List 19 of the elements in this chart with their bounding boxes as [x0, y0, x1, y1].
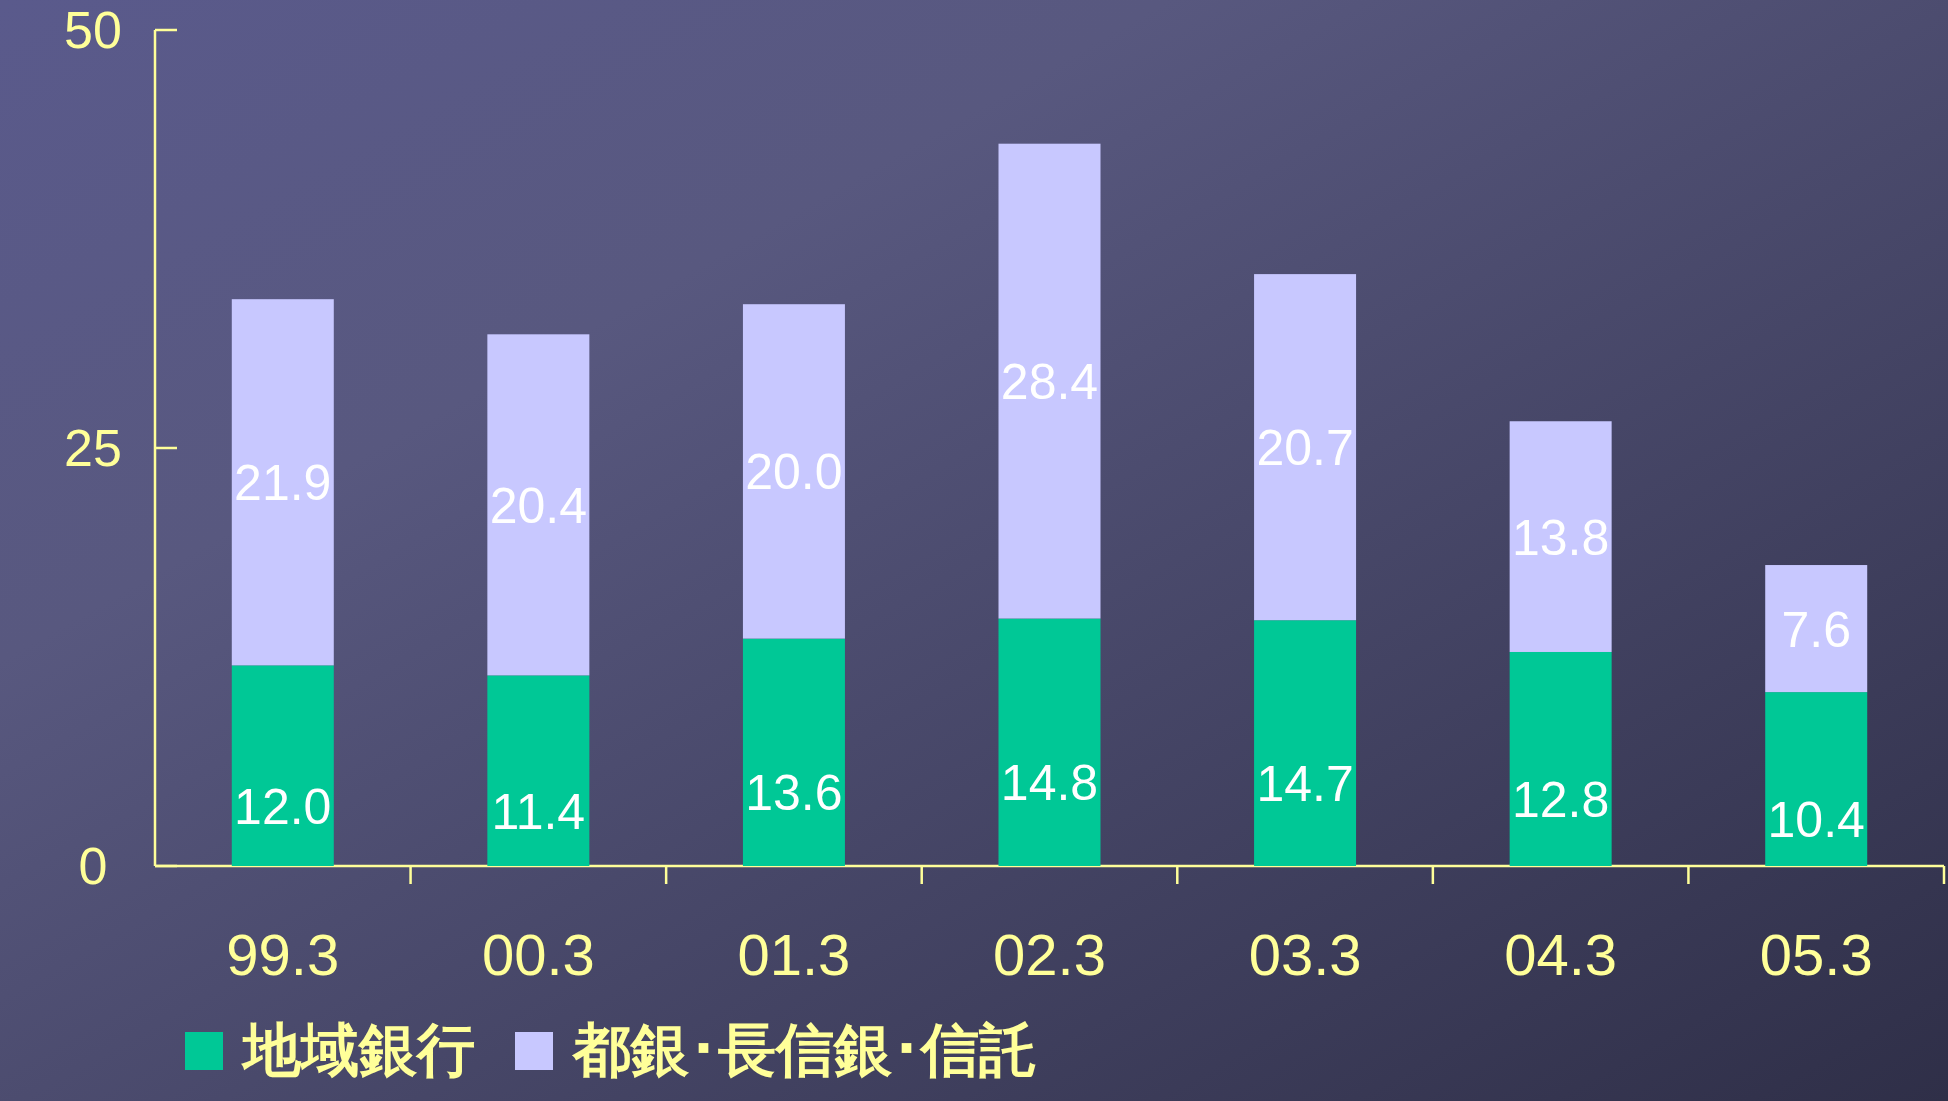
data-label: 14.7 [1256, 756, 1354, 813]
x-tick-label: 05.3 [1759, 922, 1873, 987]
data-label: 14.8 [1000, 755, 1099, 812]
data-label: 13.6 [745, 765, 843, 822]
legend-label: 地域銀行 [241, 1017, 475, 1082]
x-tick-label: 01.3 [737, 922, 851, 987]
x-tick-label: 03.3 [1248, 922, 1362, 987]
x-tick-label: 00.3 [481, 922, 595, 987]
x-tick-label: 99.3 [226, 922, 340, 987]
y-tick-label: 0 [78, 837, 108, 895]
y-tick-label: 50 [64, 1, 122, 59]
data-label: 12.8 [1511, 771, 1610, 828]
data-label: 10.4 [1767, 792, 1865, 849]
data-label: 12.0 [234, 778, 332, 835]
y-tick-label: 25 [64, 419, 122, 477]
legend-label: 都銀･長信銀･信託 [571, 1017, 1037, 1082]
data-label: 11.4 [491, 783, 586, 840]
x-tick-label: 02.3 [993, 922, 1106, 987]
x-tick-label: 04.3 [1504, 922, 1618, 987]
